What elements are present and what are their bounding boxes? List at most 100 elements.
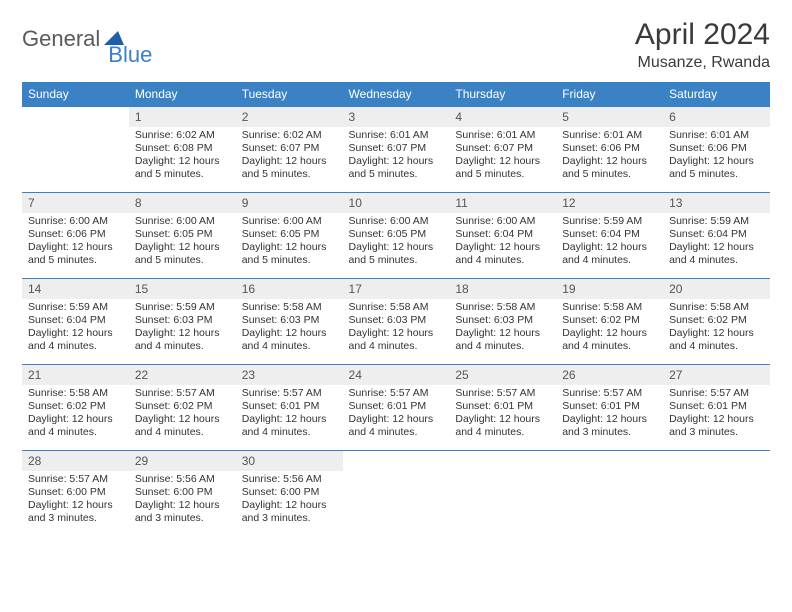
daylight-text: Daylight: 12 hours and 5 minutes. <box>242 155 337 181</box>
sunset-text: Sunset: 6:02 PM <box>669 314 764 327</box>
day-number: 24 <box>343 365 450 385</box>
sunrise-text: Sunrise: 6:00 AM <box>28 215 123 228</box>
day-body: Sunrise: 5:59 AMSunset: 6:03 PMDaylight:… <box>129 299 236 358</box>
sunrise-text: Sunrise: 6:00 AM <box>349 215 444 228</box>
day-cell: 3Sunrise: 6:01 AMSunset: 6:07 PMDaylight… <box>343 107 450 193</box>
day-body: Sunrise: 5:56 AMSunset: 6:00 PMDaylight:… <box>129 471 236 530</box>
day-number: 21 <box>22 365 129 385</box>
day-cell: 18Sunrise: 5:58 AMSunset: 6:03 PMDayligh… <box>449 279 556 365</box>
daylight-text: Daylight: 12 hours and 3 minutes. <box>669 413 764 439</box>
day-number: 23 <box>236 365 343 385</box>
day-number: 16 <box>236 279 343 299</box>
day-number: 5 <box>556 107 663 127</box>
day-cell: 11Sunrise: 6:00 AMSunset: 6:04 PMDayligh… <box>449 193 556 279</box>
sunrise-text: Sunrise: 5:59 AM <box>135 301 230 314</box>
day-body: Sunrise: 5:57 AMSunset: 6:00 PMDaylight:… <box>22 471 129 530</box>
day-body: Sunrise: 6:01 AMSunset: 6:06 PMDaylight:… <box>556 127 663 186</box>
sunrise-text: Sunrise: 6:01 AM <box>349 129 444 142</box>
day-body: Sunrise: 6:02 AMSunset: 6:07 PMDaylight:… <box>236 127 343 186</box>
sunrise-text: Sunrise: 5:57 AM <box>455 387 550 400</box>
day-body: Sunrise: 5:57 AMSunset: 6:01 PMDaylight:… <box>343 385 450 444</box>
day-header-row: Sunday Monday Tuesday Wednesday Thursday… <box>22 82 770 107</box>
day-number: 8 <box>129 193 236 213</box>
day-cell <box>449 451 556 537</box>
day-number: 3 <box>343 107 450 127</box>
day-body: Sunrise: 5:57 AMSunset: 6:02 PMDaylight:… <box>129 385 236 444</box>
daylight-text: Daylight: 12 hours and 4 minutes. <box>349 413 444 439</box>
day-cell: 5Sunrise: 6:01 AMSunset: 6:06 PMDaylight… <box>556 107 663 193</box>
sunset-text: Sunset: 6:04 PM <box>669 228 764 241</box>
day-cell: 8Sunrise: 6:00 AMSunset: 6:05 PMDaylight… <box>129 193 236 279</box>
sunrise-text: Sunrise: 6:00 AM <box>242 215 337 228</box>
week-row: 21Sunrise: 5:58 AMSunset: 6:02 PMDayligh… <box>22 365 770 451</box>
sunset-text: Sunset: 6:01 PM <box>669 400 764 413</box>
day-cell: 24Sunrise: 5:57 AMSunset: 6:01 PMDayligh… <box>343 365 450 451</box>
sunrise-text: Sunrise: 6:02 AM <box>135 129 230 142</box>
daylight-text: Daylight: 12 hours and 5 minutes. <box>135 155 230 181</box>
sunrise-text: Sunrise: 5:57 AM <box>562 387 657 400</box>
day-body: Sunrise: 6:00 AMSunset: 6:05 PMDaylight:… <box>129 213 236 272</box>
sunset-text: Sunset: 6:00 PM <box>242 486 337 499</box>
sunrise-text: Sunrise: 5:56 AM <box>135 473 230 486</box>
day-number: 12 <box>556 193 663 213</box>
day-number: 2 <box>236 107 343 127</box>
day-number: 22 <box>129 365 236 385</box>
calendar-table: Sunday Monday Tuesday Wednesday Thursday… <box>22 82 770 537</box>
day-number: 14 <box>22 279 129 299</box>
location-label: Musanze, Rwanda <box>635 54 770 72</box>
day-number: 29 <box>129 451 236 471</box>
sunrise-text: Sunrise: 5:57 AM <box>242 387 337 400</box>
day-cell: 7Sunrise: 6:00 AMSunset: 6:06 PMDaylight… <box>22 193 129 279</box>
sunrise-text: Sunrise: 6:01 AM <box>669 129 764 142</box>
dh-fri: Friday <box>556 82 663 107</box>
week-row: 1Sunrise: 6:02 AMSunset: 6:08 PMDaylight… <box>22 107 770 193</box>
dh-thu: Thursday <box>449 82 556 107</box>
day-cell: 10Sunrise: 6:00 AMSunset: 6:05 PMDayligh… <box>343 193 450 279</box>
sunset-text: Sunset: 6:01 PM <box>455 400 550 413</box>
day-number: 19 <box>556 279 663 299</box>
sunrise-text: Sunrise: 5:59 AM <box>562 215 657 228</box>
title-block: April 2024 Musanze, Rwanda <box>635 18 770 72</box>
day-number: 13 <box>663 193 770 213</box>
day-cell: 17Sunrise: 5:58 AMSunset: 6:03 PMDayligh… <box>343 279 450 365</box>
sunset-text: Sunset: 6:07 PM <box>455 142 550 155</box>
week-row: 14Sunrise: 5:59 AMSunset: 6:04 PMDayligh… <box>22 279 770 365</box>
day-number: 10 <box>343 193 450 213</box>
daylight-text: Daylight: 12 hours and 5 minutes. <box>135 241 230 267</box>
daylight-text: Daylight: 12 hours and 5 minutes. <box>562 155 657 181</box>
day-body: Sunrise: 5:59 AMSunset: 6:04 PMDaylight:… <box>556 213 663 272</box>
sunset-text: Sunset: 6:05 PM <box>242 228 337 241</box>
day-body: Sunrise: 6:01 AMSunset: 6:07 PMDaylight:… <box>449 127 556 186</box>
sunset-text: Sunset: 6:01 PM <box>242 400 337 413</box>
daylight-text: Daylight: 12 hours and 5 minutes. <box>349 155 444 181</box>
day-number: 25 <box>449 365 556 385</box>
day-cell: 6Sunrise: 6:01 AMSunset: 6:06 PMDaylight… <box>663 107 770 193</box>
daylight-text: Daylight: 12 hours and 4 minutes. <box>669 327 764 353</box>
day-number: 1 <box>129 107 236 127</box>
day-body: Sunrise: 5:58 AMSunset: 6:02 PMDaylight:… <box>22 385 129 444</box>
day-number: 7 <box>22 193 129 213</box>
month-title: April 2024 <box>635 18 770 52</box>
week-row: 28Sunrise: 5:57 AMSunset: 6:00 PMDayligh… <box>22 451 770 537</box>
sunset-text: Sunset: 6:06 PM <box>562 142 657 155</box>
daylight-text: Daylight: 12 hours and 3 minutes. <box>135 499 230 525</box>
sunrise-text: Sunrise: 5:58 AM <box>562 301 657 314</box>
day-number: 9 <box>236 193 343 213</box>
sunset-text: Sunset: 6:04 PM <box>28 314 123 327</box>
sunset-text: Sunset: 6:00 PM <box>135 486 230 499</box>
day-cell: 21Sunrise: 5:58 AMSunset: 6:02 PMDayligh… <box>22 365 129 451</box>
daylight-text: Daylight: 12 hours and 5 minutes. <box>242 241 337 267</box>
day-body: Sunrise: 5:57 AMSunset: 6:01 PMDaylight:… <box>236 385 343 444</box>
day-number: 30 <box>236 451 343 471</box>
daylight-text: Daylight: 12 hours and 4 minutes. <box>455 413 550 439</box>
daylight-text: Daylight: 12 hours and 3 minutes. <box>562 413 657 439</box>
dh-tue: Tuesday <box>236 82 343 107</box>
sunset-text: Sunset: 6:07 PM <box>242 142 337 155</box>
sunrise-text: Sunrise: 5:59 AM <box>28 301 123 314</box>
day-cell: 22Sunrise: 5:57 AMSunset: 6:02 PMDayligh… <box>129 365 236 451</box>
daylight-text: Daylight: 12 hours and 4 minutes. <box>349 327 444 353</box>
day-number: 27 <box>663 365 770 385</box>
sunrise-text: Sunrise: 5:59 AM <box>669 215 764 228</box>
day-cell: 27Sunrise: 5:57 AMSunset: 6:01 PMDayligh… <box>663 365 770 451</box>
day-cell: 20Sunrise: 5:58 AMSunset: 6:02 PMDayligh… <box>663 279 770 365</box>
